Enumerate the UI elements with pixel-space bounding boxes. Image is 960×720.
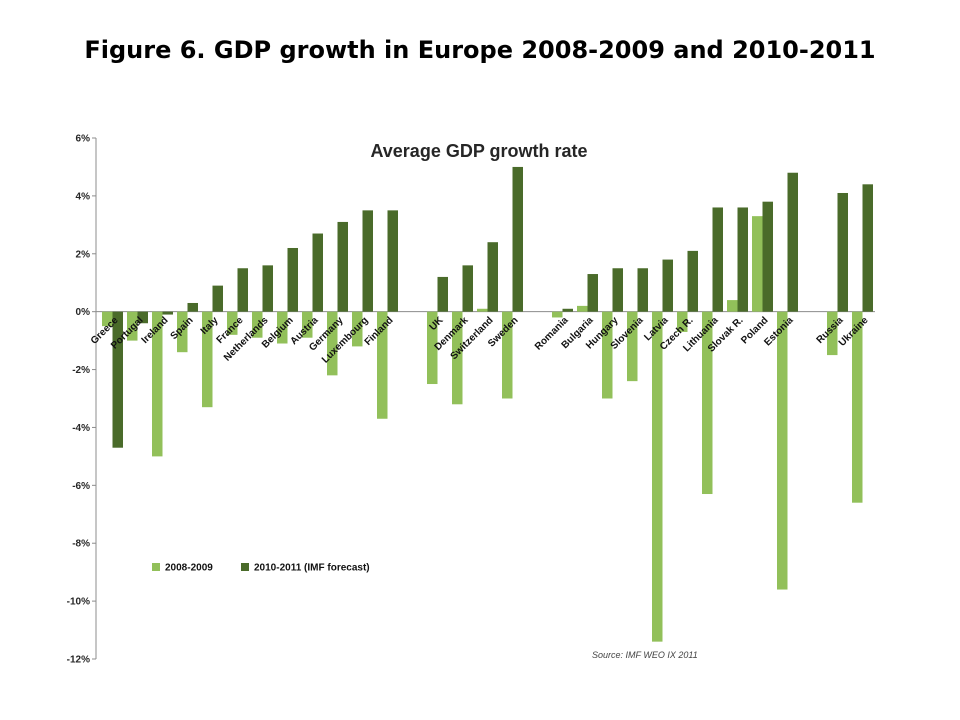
bar-2010-2011-france: [237, 268, 248, 312]
bar-2008-2009-hungary: [602, 311, 613, 399]
bar-2008-2009-czech-r: [677, 311, 688, 332]
bar-2010-2011-switzerland: [487, 242, 498, 312]
bar-2010-2011-finland: [387, 210, 398, 312]
bar-2010-2011-denmark: [462, 265, 473, 312]
bar-2010-2011-portugal: [137, 311, 148, 324]
bar-2008-2009-latvia: [652, 311, 663, 642]
y-tick-label: -6%: [72, 481, 90, 492]
y-tick-label: 0%: [76, 307, 91, 318]
chart-title: Average GDP growth rate: [370, 141, 587, 161]
legend-label: 2010-2011 (IMF forecast): [254, 563, 370, 574]
bar-2008-2009-russia: [827, 311, 838, 356]
bar-2010-2011-germany: [337, 221, 348, 312]
bar-2010-2011-ukraine: [862, 184, 873, 312]
legend-swatch: [152, 563, 160, 571]
bar-2008-2009-france: [227, 311, 238, 335]
bar-2008-2009-romania: [552, 311, 563, 318]
figure-title: Figure 6. GDP growth in Europe 2008-2009…: [84, 36, 876, 64]
bar-2008-2009-lithuania: [702, 311, 713, 495]
bar-2010-2011-czech-r: [687, 250, 698, 312]
y-tick-label: 2%: [76, 249, 91, 260]
bar-2008-2009-finland: [377, 311, 388, 419]
bar-2010-2011-latvia: [662, 259, 673, 312]
bars: [102, 166, 873, 642]
bar-2010-2011-italy: [212, 285, 223, 312]
bar-2008-2009-spain: [177, 311, 188, 353]
bar-2010-2011-poland: [762, 201, 773, 312]
bar-2010-2011-slovenia: [637, 268, 648, 312]
y-tick-label: -10%: [67, 597, 90, 608]
bar-2008-2009-ukraine: [852, 311, 863, 503]
y-tick-label: -2%: [72, 365, 90, 376]
bar-2010-2011-estonia: [787, 172, 798, 312]
bar-2008-2009-belgium: [277, 311, 288, 344]
bar-2010-2011-belgium: [287, 247, 298, 312]
y-axis: -12% -10% -8% -6% -4% -2% 0% 2% 4% 6%: [67, 134, 875, 666]
bar-2010-2011-romania: [562, 308, 573, 312]
bar-2010-2011-russia: [837, 192, 848, 312]
legend-swatch: [241, 563, 249, 571]
bar-2010-2011-greece: [112, 311, 123, 448]
bar-2010-2011-austria: [312, 233, 323, 312]
bar-2008-2009-netherlands: [252, 311, 263, 338]
bar-2010-2011-ireland: [162, 311, 173, 315]
bar-2008-2009-uk: [427, 311, 438, 385]
y-tick-label: 6%: [76, 134, 91, 145]
bar-2008-2009-denmark: [452, 311, 463, 405]
bar-2010-2011-slovak-r: [737, 207, 748, 312]
bar-2008-2009-slovak-r: [727, 300, 738, 312]
bar-2008-2009-portugal: [127, 311, 138, 341]
bar-2008-2009-germany: [327, 311, 338, 376]
y-tick-label: -12%: [67, 655, 90, 666]
bar-2008-2009-switzerland: [477, 308, 488, 312]
bar-2008-2009-bulgaria: [577, 305, 588, 312]
bar-2010-2011-sweden: [512, 166, 523, 312]
bar-2010-2011-uk: [437, 276, 448, 312]
bar-2010-2011-netherlands: [262, 265, 273, 312]
legend-label: 2008-2009: [165, 563, 213, 574]
bar-2010-2011-hungary: [612, 268, 623, 312]
bar-2008-2009-poland: [752, 216, 763, 312]
bar-2010-2011-bulgaria: [587, 274, 598, 312]
bar-2008-2009-italy: [202, 311, 213, 408]
bar-2008-2009-ireland: [152, 311, 163, 457]
y-tick-label: 4%: [76, 191, 91, 202]
source-note: Source: IMF WEO IX 2011: [592, 650, 698, 660]
bar-2008-2009-luxembourg: [352, 311, 363, 347]
bar-2008-2009-estonia: [777, 311, 788, 590]
bar-2010-2011-luxembourg: [362, 210, 373, 312]
bar-2008-2009-austria: [302, 311, 313, 338]
bar-2008-2009-greece: [102, 311, 113, 327]
bar-2008-2009-sweden: [502, 311, 513, 399]
bar-2008-2009-slovenia: [627, 311, 638, 382]
bar-2010-2011-lithuania: [712, 207, 723, 312]
legend: 2008-2009 2010-2011 (IMF forecast): [152, 563, 370, 574]
bar-2010-2011-spain: [187, 302, 198, 312]
y-tick-label: -8%: [72, 539, 90, 550]
y-tick-label: -4%: [72, 423, 90, 434]
